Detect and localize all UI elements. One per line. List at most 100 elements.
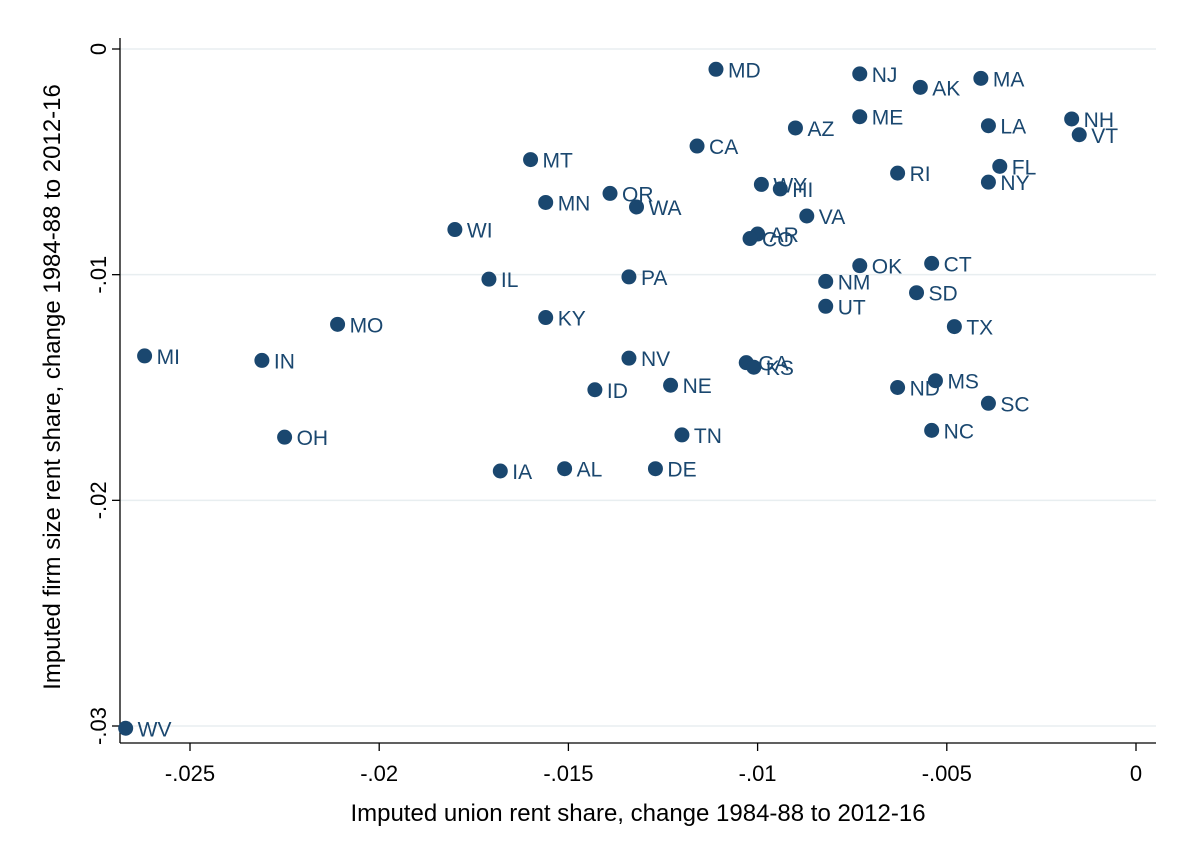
point-label-nv: NV <box>641 348 670 371</box>
point-label-mo: MO <box>350 314 384 337</box>
point-label-ak: AK <box>932 77 960 100</box>
point-label-tn: TN <box>694 425 722 448</box>
y-tick-label-2: -.02 <box>86 481 111 519</box>
point-ok <box>852 258 868 274</box>
point-label-ca: CA <box>709 136 738 159</box>
point-oh <box>277 429 293 445</box>
grid-lines <box>120 48 1156 727</box>
point-tn <box>674 427 690 443</box>
point-label-oh: OH <box>297 427 329 450</box>
point-ky <box>538 310 554 326</box>
point-label-ky: KY <box>558 308 586 331</box>
point-label-pa: PA <box>641 267 667 290</box>
point-mo <box>330 316 346 332</box>
point-md <box>708 61 724 77</box>
point-label-wi: WI <box>467 220 493 243</box>
point-label-ms: MS <box>947 371 979 394</box>
point-label-tx: TX <box>966 317 993 340</box>
point-ks <box>746 359 762 375</box>
point-label-vt: VT <box>1091 125 1118 148</box>
x-tick-label-1: -.02 <box>360 761 398 786</box>
point-nv <box>621 350 637 366</box>
point-la <box>980 118 996 134</box>
point-wy <box>753 176 769 192</box>
x-tick-label-3: -.01 <box>739 761 777 786</box>
point-label-ne: NE <box>683 375 712 398</box>
point-label-fl: FL <box>1012 156 1037 179</box>
point-wa <box>629 199 645 215</box>
point-label-co: CO <box>762 229 794 252</box>
x-tick-label-0: -.025 <box>165 761 215 786</box>
point-label-nd: ND <box>910 378 940 401</box>
point-de <box>647 461 663 477</box>
y-tick-label-0: 0 <box>86 43 111 55</box>
point-label-mt: MT <box>543 150 573 173</box>
point-label-nh: NH <box>1084 109 1114 132</box>
point-wv <box>118 720 134 736</box>
point-label-nm: NM <box>838 271 871 294</box>
point-label-hi: HI <box>792 179 813 202</box>
point-nh <box>1064 111 1080 127</box>
point-me <box>852 109 868 125</box>
point-label-ny: NY <box>1000 172 1029 195</box>
x-axis-title: Imputed union rent share, change 1984-88… <box>350 800 925 827</box>
point-mi <box>137 348 153 364</box>
axes <box>119 38 1156 744</box>
point-label-ct: CT <box>944 253 972 276</box>
point-mt <box>523 152 539 168</box>
point-mn <box>538 194 554 210</box>
point-label-ar: AR <box>770 224 799 247</box>
point-id <box>587 382 603 398</box>
point-hi <box>772 181 788 197</box>
point-fl <box>992 158 1008 174</box>
point-nj <box>852 66 868 82</box>
point-label-me: ME <box>872 107 904 130</box>
point-ri <box>890 165 906 181</box>
point-label-ma: MA <box>993 68 1024 91</box>
point-vt <box>1071 127 1087 143</box>
point-label-va: VA <box>819 206 845 229</box>
point-label-ia: IA <box>512 461 532 484</box>
point-ma <box>973 70 989 86</box>
tick-labels: 0 -.01 -.02 -.03 -.025 -.02 -.015 -.01 -.005 0 <box>86 43 1142 786</box>
point-label-id: ID <box>607 380 628 403</box>
point-ny <box>980 174 996 190</box>
point-label-or: OR <box>622 183 654 206</box>
point-label-il: IL <box>501 269 519 292</box>
x-tick-label-4: -.005 <box>922 761 972 786</box>
point-label-mn: MN <box>558 192 591 215</box>
point-label-la: LA <box>1000 116 1026 139</box>
y-axis-title: Imputed firm size rent share, change 198… <box>39 84 66 690</box>
point-il <box>481 271 497 287</box>
point-label-in: IN <box>274 350 295 373</box>
point-ms <box>927 373 943 389</box>
y-tick-label-1: -.01 <box>86 256 111 294</box>
point-or <box>602 185 618 201</box>
point-ct <box>924 255 940 271</box>
point-label-nj: NJ <box>872 64 898 87</box>
x-tick-label-5: 0 <box>1130 761 1142 786</box>
point-label-mi: MI <box>157 346 180 369</box>
point-label-md: MD <box>728 59 761 82</box>
point-ut <box>818 298 834 314</box>
point-va <box>799 208 815 224</box>
point-ak <box>912 79 928 95</box>
point-label-nc: NC <box>944 420 974 443</box>
point-ne <box>663 377 679 393</box>
point-label-az: AZ <box>807 118 834 141</box>
y-tick-label-3: -.03 <box>86 707 111 745</box>
point-nm <box>818 273 834 289</box>
point-label-ut: UT <box>838 296 866 319</box>
point-in <box>254 352 270 368</box>
point-ca <box>689 138 705 154</box>
point-wi <box>447 222 463 238</box>
point-label-ks: KS <box>766 357 794 380</box>
point-label-wv: WV <box>138 718 172 741</box>
point-tx <box>946 319 962 335</box>
point-label-ok: OK <box>872 256 902 279</box>
point-sd <box>909 285 925 301</box>
point-label-sc: SC <box>1000 393 1029 416</box>
